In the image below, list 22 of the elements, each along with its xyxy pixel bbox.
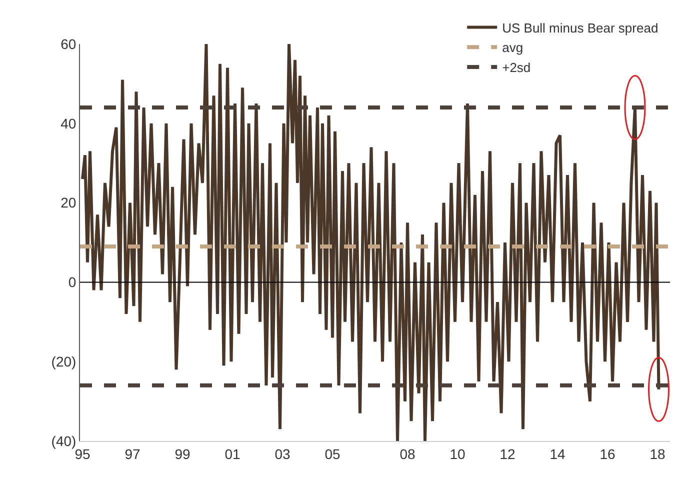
legend-label: US Bull minus Bear spread [502, 20, 658, 36]
x-tick-label: 05 [324, 446, 340, 462]
y-tick-label: (40) [51, 432, 76, 449]
line-series [81, 44, 660, 441]
x-tick-label: 12 [500, 446, 516, 462]
x-tick-label: 03 [274, 446, 290, 462]
x-tick-label: 08 [400, 446, 416, 462]
x-tick-label: 01 [224, 446, 240, 462]
x-tick-label: 18 [650, 446, 666, 462]
x-tick-label: 97 [124, 446, 140, 462]
y-tick-label: 40 [60, 115, 76, 132]
y-tick-label: (20) [51, 354, 76, 370]
x-tick-label: 16 [600, 446, 616, 462]
x-tick-label: 99 [174, 446, 190, 462]
legend-label: +2sd [502, 60, 531, 76]
y-tick-label: 60 [60, 36, 76, 52]
x-tick-label: 10 [450, 446, 466, 462]
y-tick-label: 0 [68, 274, 76, 290]
x-tick-label: 14 [550, 446, 566, 462]
y-tick-label: 20 [60, 194, 76, 211]
legend-label: avg [502, 40, 524, 56]
x-tick-label: 95 [74, 446, 90, 462]
